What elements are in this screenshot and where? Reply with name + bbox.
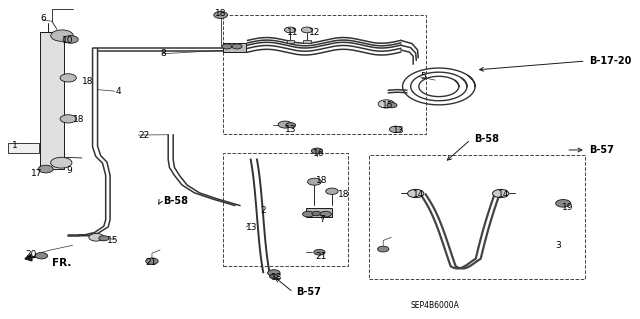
Circle shape <box>35 253 47 259</box>
Circle shape <box>378 100 394 108</box>
Text: 18: 18 <box>316 176 328 185</box>
Circle shape <box>51 157 72 168</box>
Bar <box>303 40 310 43</box>
Text: 13: 13 <box>392 126 404 135</box>
Text: 18: 18 <box>82 77 93 86</box>
Bar <box>8 143 40 153</box>
Text: 2: 2 <box>260 206 266 215</box>
Text: B-58: B-58 <box>163 196 188 206</box>
Circle shape <box>311 148 323 154</box>
Text: 1: 1 <box>12 141 18 150</box>
Circle shape <box>312 211 321 216</box>
Text: B-57: B-57 <box>589 145 614 155</box>
Text: 5: 5 <box>420 72 426 81</box>
Text: FR.: FR. <box>52 258 71 268</box>
Circle shape <box>60 115 76 123</box>
Text: 8: 8 <box>160 48 166 58</box>
Circle shape <box>269 274 278 278</box>
Text: 21: 21 <box>145 258 156 267</box>
Bar <box>223 15 426 134</box>
Text: 15: 15 <box>382 101 394 110</box>
Circle shape <box>408 189 424 197</box>
Circle shape <box>301 27 312 33</box>
Text: SEP4B6000A: SEP4B6000A <box>411 301 460 310</box>
Circle shape <box>284 27 296 33</box>
Circle shape <box>285 123 296 128</box>
Text: 4: 4 <box>115 87 121 96</box>
Text: 10: 10 <box>62 36 74 45</box>
Text: 21: 21 <box>316 252 327 261</box>
Text: 18: 18 <box>338 190 349 199</box>
Text: 13: 13 <box>285 125 296 134</box>
Text: 18: 18 <box>215 9 227 18</box>
Text: 13: 13 <box>271 272 282 281</box>
Text: 19: 19 <box>562 203 573 211</box>
Circle shape <box>493 189 509 197</box>
Text: 6: 6 <box>40 14 46 23</box>
Bar <box>223 43 246 51</box>
Circle shape <box>222 44 232 49</box>
Circle shape <box>51 30 73 41</box>
Circle shape <box>99 236 109 241</box>
Circle shape <box>232 44 242 49</box>
Circle shape <box>268 270 280 276</box>
Circle shape <box>320 211 332 217</box>
Bar <box>223 153 348 266</box>
Text: 20: 20 <box>25 250 36 259</box>
Bar <box>369 155 585 278</box>
Circle shape <box>387 103 397 108</box>
Circle shape <box>314 249 325 255</box>
Bar <box>306 208 332 217</box>
Circle shape <box>38 165 53 173</box>
Text: 14: 14 <box>497 190 509 199</box>
Circle shape <box>214 11 228 19</box>
Text: 15: 15 <box>108 236 119 245</box>
Circle shape <box>556 199 571 207</box>
Text: 17: 17 <box>31 169 43 178</box>
Circle shape <box>89 234 104 241</box>
Text: 7: 7 <box>320 215 326 224</box>
Circle shape <box>303 211 314 217</box>
Circle shape <box>60 74 76 82</box>
Circle shape <box>378 246 389 252</box>
Text: B-58: B-58 <box>474 134 499 144</box>
Circle shape <box>390 126 402 132</box>
Text: 13: 13 <box>246 223 258 232</box>
Text: 12: 12 <box>310 28 321 37</box>
Bar <box>40 33 64 169</box>
Text: B-17-20: B-17-20 <box>589 56 632 66</box>
Circle shape <box>308 178 321 185</box>
Text: 16: 16 <box>313 149 324 158</box>
Bar <box>287 40 294 43</box>
Text: 9: 9 <box>67 166 72 175</box>
Text: 22: 22 <box>138 131 150 140</box>
Text: 18: 18 <box>72 115 84 124</box>
Text: 11: 11 <box>287 28 298 37</box>
Circle shape <box>63 36 78 43</box>
Text: B-57: B-57 <box>296 287 321 297</box>
Circle shape <box>326 188 338 195</box>
Circle shape <box>146 258 158 264</box>
Text: 3: 3 <box>556 241 561 250</box>
Text: 14: 14 <box>413 190 424 199</box>
Circle shape <box>278 121 292 128</box>
